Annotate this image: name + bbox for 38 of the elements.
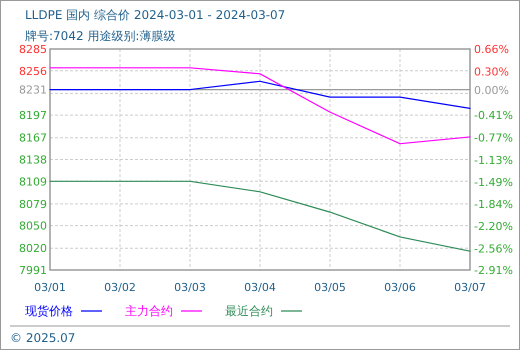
x-tick-label: 03/04 xyxy=(244,281,276,294)
y2-tick-label: -1.84% xyxy=(474,198,513,211)
y2-tick-label: -2.20% xyxy=(474,220,513,234)
y2-tick-label: 0.66% xyxy=(474,43,509,56)
y-tick-label: 8285 xyxy=(19,43,47,56)
y-tick-label: 8020 xyxy=(19,242,47,256)
legend-label: 主力合约 xyxy=(125,304,173,318)
x-tick-label: 03/01 xyxy=(34,281,66,294)
x-tick-label: 03/06 xyxy=(384,281,416,294)
y-tick-label: 8138 xyxy=(19,154,47,166)
y2-tick-label: 0.30% xyxy=(474,65,509,78)
x-tick-label: 03/02 xyxy=(104,281,136,294)
y-tick-label: 8109 xyxy=(19,175,47,188)
y2-tick-label: -0.77% xyxy=(474,132,513,145)
y2-tick-label: -1.49% xyxy=(474,176,513,190)
x-tick-label: 03/07 xyxy=(454,281,486,294)
y2-tick-label: 0.00% xyxy=(474,84,509,97)
legend-label: 现货价格 xyxy=(25,304,73,318)
x-tick-label: 03/05 xyxy=(314,281,346,294)
legend-label: 最近合约 xyxy=(225,304,273,318)
y2-tick-label: -2.56% xyxy=(474,242,513,256)
y2-tick-label: -0.41% xyxy=(474,109,513,122)
y-tick-label: 8231 xyxy=(19,84,47,97)
line-series xyxy=(49,67,471,144)
text: © 2025.07 xyxy=(10,331,76,345)
y-tick-label: 7991 xyxy=(19,264,47,277)
y-tick-label: 8167 xyxy=(19,132,47,145)
y-tick-label: 8050 xyxy=(19,220,47,233)
x-tick-label: 03/03 xyxy=(174,281,206,294)
y-tick-label: 8256 xyxy=(19,64,47,78)
line-series xyxy=(49,180,471,252)
y2-tick-label: -1.13% xyxy=(474,154,513,167)
chart-title: LLDPE 国内 综合价 2024-03-01 - 2024-03-07 xyxy=(25,8,286,22)
line-series xyxy=(49,80,471,109)
y-tick-label: 8079 xyxy=(19,198,47,211)
y2-tick-label: -2.91% xyxy=(474,264,513,277)
chart-subtitle: 牌号:7042 用途级别:薄膜级 xyxy=(25,29,176,43)
y-tick-label: 8197 xyxy=(19,109,47,122)
